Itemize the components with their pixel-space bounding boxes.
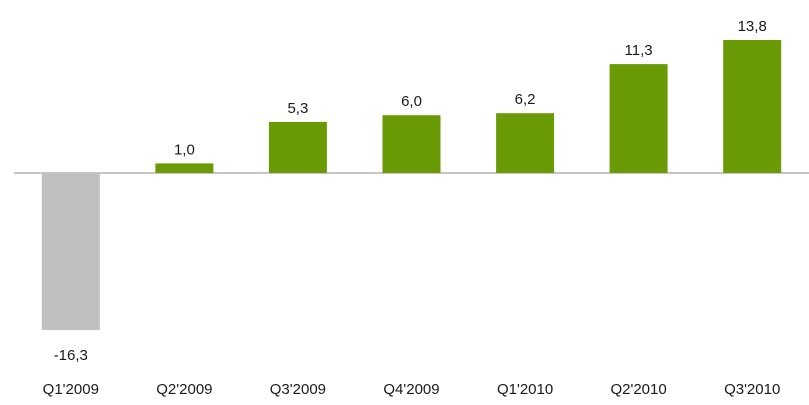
data-label-6: 13,8	[738, 18, 767, 35]
data-label-1: 1,0	[174, 141, 195, 158]
bar-6	[723, 40, 782, 173]
category-tick-label-2: Q3'2009	[270, 381, 326, 398]
data-labels-group: -16,3 1,0 5,3 6,0 6,2 11,3 13,8	[54, 18, 767, 364]
bar-0	[41, 173, 100, 331]
category-tick-label-0: Q1'2009	[43, 381, 99, 398]
bar-2	[268, 121, 327, 173]
category-tick-label-5: Q2'2010	[610, 381, 666, 398]
category-tick-label-4: Q1'2010	[497, 381, 553, 398]
bar-4	[496, 113, 555, 173]
data-label-3: 6,0	[401, 93, 422, 110]
bar-5	[609, 64, 668, 173]
bar-1	[155, 163, 214, 173]
data-label-0: -16,3	[54, 347, 88, 364]
data-label-4: 6,2	[515, 91, 536, 108]
bars-group	[41, 40, 782, 331]
category-tick-labels-group: Q1'2009 Q2'2009 Q3'2009 Q4'2009 Q1'2010 Q2'20…	[43, 381, 781, 398]
data-label-2: 5,3	[287, 100, 308, 117]
data-label-5: 11,3	[625, 42, 653, 59]
category-tick-label-6: Q3'2010	[724, 381, 780, 398]
category-tick-label-3: Q4'2009	[383, 381, 439, 398]
category-tick-label-1: Q2'2009	[156, 381, 212, 398]
bar-3	[382, 115, 441, 173]
